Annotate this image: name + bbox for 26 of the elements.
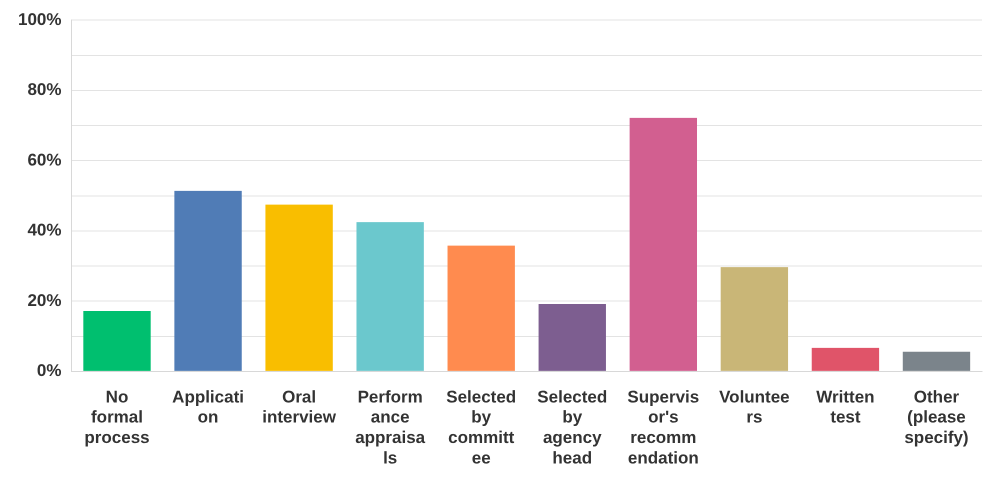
- bar: [265, 204, 333, 371]
- y-tick-label: 40%: [27, 220, 62, 240]
- x-tick-label: Performance appraisals: [355, 387, 426, 468]
- y-tick-label: 100%: [18, 10, 62, 29]
- x-tick-label: Supervisor's recommendation: [627, 387, 700, 468]
- x-tick-label: Volunteers: [719, 387, 790, 427]
- bar: [812, 348, 880, 371]
- bar: [720, 267, 788, 371]
- x-tick-label: Other (please specify): [904, 387, 969, 448]
- y-tick-label: 80%: [27, 80, 62, 100]
- x-tick-label: Selected by committee: [446, 387, 516, 468]
- y-tick-label: 20%: [27, 290, 62, 310]
- x-tick-label: Application: [172, 387, 244, 427]
- x-tick-label: Written test: [816, 387, 875, 427]
- bar: [356, 222, 424, 371]
- bar: [538, 304, 606, 371]
- y-tick-label: 0%: [36, 361, 62, 380]
- bar: [448, 246, 515, 371]
- x-tick-label: Oral interview: [262, 387, 337, 427]
- x-tick-label: Selected by agency head: [537, 387, 608, 468]
- bar: [902, 352, 970, 371]
- x-tick-label: No formal process: [84, 387, 150, 448]
- y-tick-label: 60%: [27, 150, 62, 170]
- bar: [174, 190, 242, 371]
- bar: [630, 118, 698, 371]
- bar: [83, 310, 151, 371]
